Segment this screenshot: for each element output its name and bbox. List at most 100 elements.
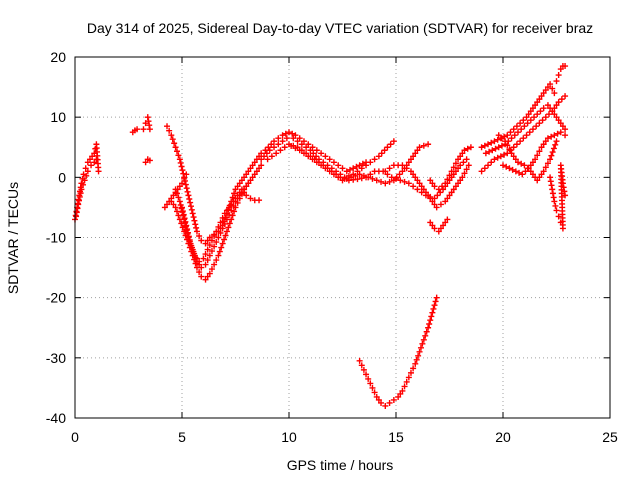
data-point	[390, 396, 397, 403]
data-point	[388, 174, 395, 181]
data-point	[486, 148, 493, 155]
data-point	[435, 186, 442, 193]
data-point	[324, 165, 331, 172]
data-point	[403, 165, 410, 172]
data-point	[553, 114, 560, 121]
data-point	[371, 156, 378, 163]
data-point	[552, 141, 559, 148]
y-tick-label: -20	[46, 290, 66, 306]
data-point	[177, 159, 184, 166]
data-point	[399, 162, 406, 169]
data-point	[363, 371, 370, 378]
data-point	[174, 148, 181, 155]
data-point	[174, 208, 181, 215]
data-point	[202, 261, 209, 268]
data-point	[175, 194, 182, 201]
data-point	[512, 168, 519, 175]
data-point	[544, 160, 551, 167]
data-point	[290, 135, 297, 142]
data-point	[532, 102, 539, 109]
data-point	[352, 172, 359, 179]
data-point	[192, 221, 199, 228]
data-point	[495, 132, 502, 139]
data-point	[223, 228, 230, 235]
data-point	[481, 165, 488, 172]
series-late-drop	[547, 162, 569, 232]
data-point	[193, 255, 200, 262]
data-point	[531, 114, 538, 121]
data-point	[557, 66, 564, 73]
data-point	[217, 219, 224, 226]
data-point	[208, 248, 215, 255]
data-point	[174, 186, 181, 193]
data-point	[213, 257, 220, 264]
data-point	[432, 298, 439, 305]
y-tick-label: -40	[46, 410, 66, 426]
data-point	[172, 144, 179, 151]
data-point	[444, 176, 451, 183]
data-point	[508, 150, 515, 157]
data-point	[525, 111, 532, 118]
y-axis-title: SDTVAR / TECUs	[5, 182, 21, 294]
data-point	[555, 213, 562, 220]
data-point	[187, 240, 194, 247]
data-point	[405, 180, 412, 187]
data-point	[533, 123, 540, 130]
series-short-2	[140, 114, 153, 133]
data-point	[296, 135, 303, 142]
data-point	[343, 168, 350, 175]
data-point	[271, 138, 278, 145]
data-point	[516, 169, 523, 176]
x-axis-title: GPS time / hours	[287, 457, 394, 473]
data-point	[555, 117, 562, 124]
data-point	[549, 186, 556, 193]
data-point	[185, 233, 192, 240]
data-point	[258, 156, 265, 163]
data-point	[330, 159, 337, 166]
data-point	[300, 138, 307, 145]
data-point	[187, 199, 194, 206]
series-mid-c	[264, 141, 432, 187]
data-point	[275, 141, 282, 148]
data-point	[217, 229, 224, 236]
data-point	[527, 108, 534, 115]
data-point	[369, 384, 376, 391]
data-point	[166, 198, 173, 205]
data-point	[393, 175, 399, 182]
series-dip-d	[179, 186, 263, 265]
data-point	[427, 195, 434, 202]
data-point	[184, 188, 191, 195]
data-point	[442, 198, 449, 205]
data-point	[558, 96, 565, 103]
data-point	[560, 184, 567, 191]
data-point	[318, 150, 325, 157]
data-point	[213, 228, 220, 235]
data-point	[518, 160, 525, 167]
series-dip-e	[161, 171, 190, 211]
data-point	[444, 216, 451, 223]
series-late-f	[553, 63, 569, 85]
data-point	[481, 142, 488, 149]
data-point	[221, 236, 228, 243]
data-point	[513, 141, 520, 148]
data-point	[534, 152, 541, 159]
data-point	[232, 195, 239, 202]
data-point	[437, 201, 444, 208]
data-point	[553, 102, 560, 109]
data-point	[193, 224, 200, 231]
series-deep-arc	[356, 294, 440, 409]
data-point	[384, 171, 391, 178]
data-point	[491, 156, 498, 163]
data-point	[534, 177, 541, 184]
data-point	[256, 165, 263, 172]
data-point	[236, 180, 243, 187]
data-point	[439, 183, 446, 190]
data-point	[294, 144, 301, 151]
data-point	[551, 198, 558, 205]
data-point	[91, 159, 98, 166]
data-point	[234, 192, 241, 199]
data-point	[208, 237, 215, 244]
data-point	[322, 153, 329, 160]
data-point	[358, 362, 365, 369]
data-point	[410, 365, 417, 372]
